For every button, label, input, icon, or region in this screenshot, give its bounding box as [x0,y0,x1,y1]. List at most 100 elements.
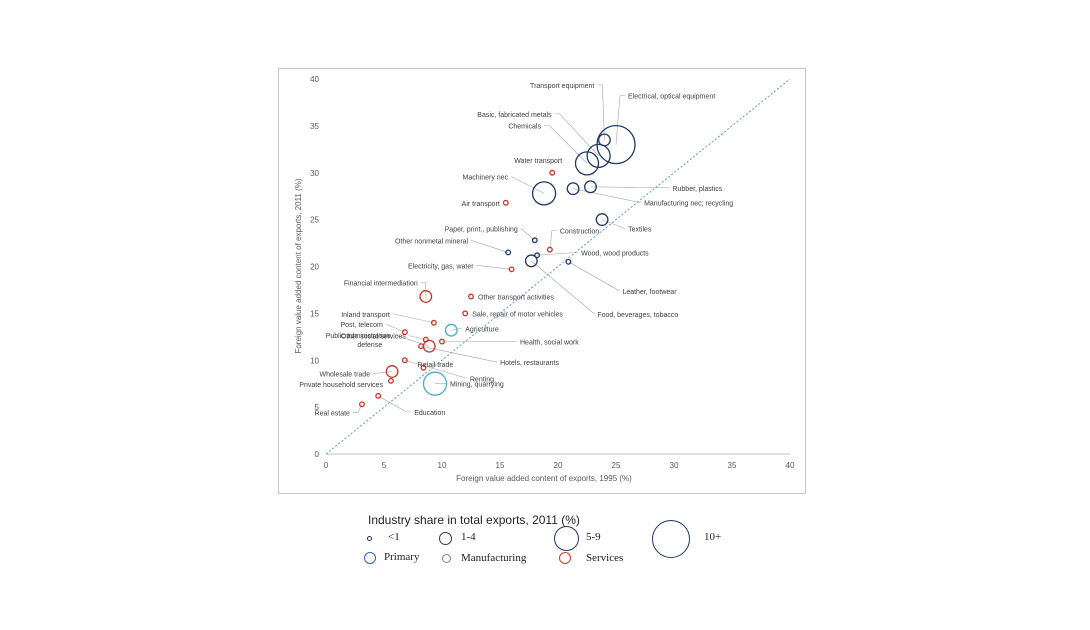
y-tick-label: 10 [310,356,319,365]
y-tick-label: 40 [310,75,319,84]
legend-title: Industry share in total exports, 2011 (%… [368,513,580,527]
label-manufacturing-nec-recycling: Manufacturing nec; recycling [644,201,733,208]
label-wholesale-trade: Wholesale trade [320,372,371,379]
leader-line-hotels-restaurants [421,345,498,363]
leader-line-electricity-gas-water [476,265,512,270]
legend-manufacturing-label: Manufacturing [461,552,527,564]
x-tick-label: 25 [612,461,621,470]
x-tick-label: 35 [728,461,737,470]
label-health-social-work: Health, social work [520,340,579,347]
leader-line-leather-footwear [568,261,620,292]
point-wood-wood-products [534,252,541,259]
leader-line-financial-intermediation [420,282,427,297]
label-leather-footwear: Leather, footwear [622,289,677,296]
legend-size-1-4-label: 1-4 [461,531,476,543]
label-financial-intermediation: Financial intermediation [344,281,418,288]
legend-manufacturing-marker [442,554,451,563]
point-mining-quarrying [422,371,448,396]
point-electricity-gas-water [508,266,515,273]
chart-frame: 0 5 10 15 20 25 30 35 40 0 5 10 15 20 25 30 35 40 Electri… [278,68,806,494]
label-air-transport: Air transport [462,201,500,208]
label-construction: Construction [560,229,599,236]
x-tick-label: 5 [382,461,387,470]
leader-line-post-telecom [385,323,405,333]
x-tick-label: 40 [786,461,795,470]
legend-size-lt1-label: <1 [388,531,400,543]
label-public-administration-defense: Public administration, defense [326,333,393,349]
y-tick-label: 5 [315,403,320,412]
label-real-estate: Real estate [315,410,351,417]
leader-line-food-beverages-tobacco [531,260,595,315]
label-post-telecom: Post, telecom [340,322,383,329]
leader-line-renting [404,359,467,379]
label-water-transport: Water transport [514,158,562,165]
label-agriculture: Agriculture [465,326,499,333]
point-wholesale-trade [385,365,399,378]
label-renting: Renting [470,376,494,383]
point-rubber-plastics [584,180,597,194]
leader-line-inland-transport [392,313,434,324]
y-tick-label: 20 [310,263,319,272]
point-education [375,392,382,399]
leader-line-machinery-nec [510,176,545,194]
label-inland-transport: Inland transport [341,312,390,319]
y-tick-label: 15 [310,309,319,318]
point-agriculture [444,323,458,337]
label-retail-trade: Retail trade [417,362,453,369]
legend-size-lt1-marker [367,536,372,541]
point-health-social-work [439,338,445,345]
point-paper-print-publishing [531,237,538,244]
label-hotels-restaurants: Hotels, restaurants [500,360,559,367]
legend-services-marker [559,552,571,564]
scatter-chart: 0 5 10 15 20 25 30 35 40 0 5 10 15 20 25 30 35 40 Electri… [294,75,795,483]
point-real-estate [359,401,365,408]
label-other-social-services: Other social services [341,334,406,341]
leader-line-education [378,395,412,413]
diagonal-reference-line [325,78,791,455]
point-food-beverages-tobacco [524,254,538,268]
label-food-beverages-tobacco: Food, beverages, tobacco [597,312,678,319]
point-chemicals [574,151,600,176]
leader-line-chemicals [544,125,588,164]
leader-line-construction [549,230,557,250]
leader-line-other-nonmetal-mineral [471,240,509,253]
point-renting [401,357,408,364]
leader-line-real-estate [352,404,363,413]
x-tick-label: 0 [324,461,329,470]
label-sale-repair-of-motor-vehicles: Sale, repair of motor vehicles [472,311,563,318]
y-axis-title: Foreign value added content of exports, … [294,178,303,353]
point-post-telecom [401,329,408,336]
legend-services-label: Services [586,552,624,564]
point-financial-intermediation [419,290,433,303]
label-electricity-gas-water: Electricity, gas, water [408,263,474,270]
y-tick-label: 0 [315,450,320,459]
leader-line-manufacturing-nec-recycling [573,188,642,203]
leader-line-paper-print-publishing [520,228,535,241]
legend-primary-marker [364,552,376,564]
label-education: Education [414,410,445,417]
point-basic-fabricated-metals [586,143,611,169]
label-basic-fabricated-metals: Basic, fabricated metals [477,112,552,119]
leader-line-rubber-plastics [590,186,670,189]
point-textiles [595,213,609,227]
point-private-household-services [388,377,394,384]
point-water-transport [549,169,556,176]
x-tick-label: 30 [670,461,679,470]
point-other-nonmetal-mineral [505,249,512,256]
label-paper-print-publishing: Paper, print., publishing [445,226,518,233]
legend-primary-label: Primary [384,551,420,563]
point-manufacturing-nec-recycling [566,182,580,196]
point-public-administration-defense [422,339,436,353]
label-textiles: Textiles [628,227,652,234]
label-chemicals: Chemicals [508,123,541,130]
leader-line-wholesale-trade [373,371,393,374]
label-mining-quarrying: Mining, quarrying [450,382,504,389]
label-transport-equipment: Transport equipment [530,83,594,90]
point-other-transport-activities [468,293,474,300]
leader-line-electrical-optical-equipment [615,95,625,145]
point-construction [546,246,553,253]
legend-size-10plus-marker [652,520,690,558]
label-other-nonmetal-mineral: Other nonmetal mineral [395,238,469,245]
point-leather-footwear [565,258,572,265]
legend-size-5-9-label: 5-9 [586,531,601,543]
